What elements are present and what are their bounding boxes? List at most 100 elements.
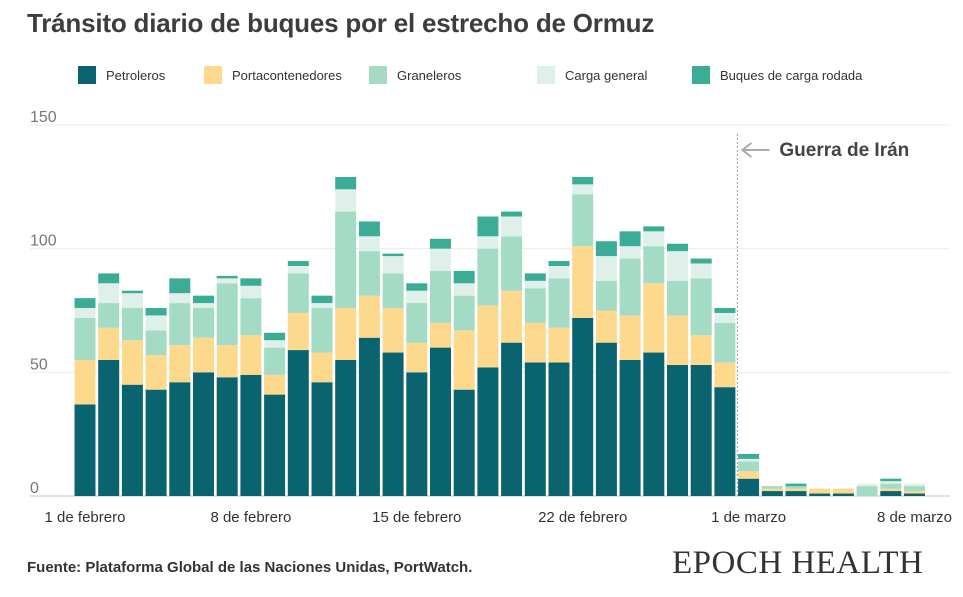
legend-label: Buques de carga rodada xyxy=(720,68,863,83)
bar-segment xyxy=(430,238,451,249)
bar-segment xyxy=(714,308,736,313)
bar-segment xyxy=(430,270,451,323)
bar-segment xyxy=(406,283,428,291)
bar-segment xyxy=(145,330,167,356)
bar-segment xyxy=(406,290,428,304)
bar-segment xyxy=(287,265,309,274)
bar-segment xyxy=(311,295,333,304)
bar-segment xyxy=(761,491,783,496)
y-tick-label: 50 xyxy=(30,356,48,373)
bar-segment xyxy=(501,211,523,217)
bar-segment xyxy=(524,322,546,363)
y-tick-label: 150 xyxy=(30,109,57,126)
bar-segment xyxy=(714,387,736,496)
bar-segment xyxy=(904,491,925,494)
bar-segment xyxy=(595,280,617,311)
bar-segment xyxy=(832,488,854,494)
bar-segment xyxy=(619,231,641,247)
bar-segment xyxy=(264,347,286,375)
bar-segment xyxy=(643,283,665,353)
bar-segment xyxy=(714,322,736,363)
bar-segment xyxy=(98,303,120,328)
bar-segment xyxy=(548,278,570,328)
bar-segment xyxy=(572,317,594,496)
bar-segment xyxy=(216,345,238,378)
bar-segment xyxy=(193,308,214,338)
legend-swatch xyxy=(369,66,387,84)
bar-segment xyxy=(548,327,570,363)
bar-segment xyxy=(809,488,831,494)
x-tick-label: 1 de marzo xyxy=(711,509,786,526)
bar-segment xyxy=(477,367,499,496)
bar-segment xyxy=(145,308,167,316)
bar-segment xyxy=(358,295,380,338)
bar-segment xyxy=(619,359,641,496)
bar-segment xyxy=(406,303,428,343)
bar-segment xyxy=(430,248,451,271)
bar-segment xyxy=(501,342,523,496)
bar-segment xyxy=(216,377,238,496)
brand-logo: EPOCH HEALTH xyxy=(672,545,924,581)
bar-segment xyxy=(477,248,499,306)
bar-segment xyxy=(406,372,428,496)
bar-segment xyxy=(501,216,523,237)
bar-segment xyxy=(738,471,760,479)
bar-segment xyxy=(904,486,925,492)
bar-segment xyxy=(453,389,475,496)
bar-segment xyxy=(572,194,594,247)
y-tick-label: 100 xyxy=(30,233,57,250)
bar-segment xyxy=(501,290,523,343)
bar-segment xyxy=(477,216,499,237)
bar-segment xyxy=(169,293,191,304)
bar-segment xyxy=(619,258,641,316)
bar-segment xyxy=(548,362,570,496)
legend-swatch xyxy=(537,66,555,84)
bar-segment xyxy=(809,493,831,496)
bar-segment xyxy=(572,246,594,318)
legend-swatch xyxy=(692,66,710,84)
bar-segment xyxy=(74,308,96,318)
bar-segment xyxy=(738,461,760,472)
bar-segment xyxy=(785,486,807,489)
bar-segment xyxy=(240,374,262,496)
bar-segment xyxy=(667,280,688,316)
bar-segment xyxy=(453,270,475,284)
source-note: Fuente: Plataforma Global de las Nacione… xyxy=(27,559,473,576)
bar-segment xyxy=(761,486,783,489)
bar-segment xyxy=(335,211,357,309)
legend-label: Carga general xyxy=(565,68,647,83)
bar-segment xyxy=(264,332,286,341)
bar-segment xyxy=(785,488,807,492)
bar-segment xyxy=(311,352,333,383)
bar-segment xyxy=(667,243,688,252)
bar-segment xyxy=(643,226,665,232)
legend-swatch xyxy=(78,66,96,84)
bar-segment xyxy=(335,189,357,212)
annotation-label: Guerra de Irán xyxy=(779,140,909,161)
bar-segment xyxy=(572,184,594,195)
bar-segment xyxy=(98,283,120,304)
bar-segment xyxy=(880,491,902,496)
bar-segment xyxy=(193,337,214,373)
bar-segment xyxy=(311,303,333,309)
bar-segment xyxy=(98,359,120,496)
bar-segment xyxy=(453,295,475,331)
bar-segment xyxy=(667,315,688,365)
bar-segment xyxy=(904,483,925,487)
bar-segment xyxy=(335,176,357,190)
bar-segment xyxy=(335,308,357,360)
bar-segment xyxy=(382,308,404,353)
bar-segment xyxy=(453,330,475,390)
bar-segment xyxy=(358,251,380,296)
bar-segment xyxy=(690,258,712,264)
bar-segment xyxy=(382,352,404,496)
chart-title: Tránsito diario de buques por el estrech… xyxy=(27,8,655,38)
bar-segment xyxy=(524,273,546,281)
bar-segment xyxy=(453,283,475,296)
bar-segment xyxy=(738,458,760,462)
bar-segment xyxy=(595,241,617,257)
bar-segment xyxy=(358,337,380,496)
bar-segment xyxy=(382,273,404,309)
bar-segment xyxy=(193,372,214,496)
bar-segment xyxy=(169,345,191,383)
